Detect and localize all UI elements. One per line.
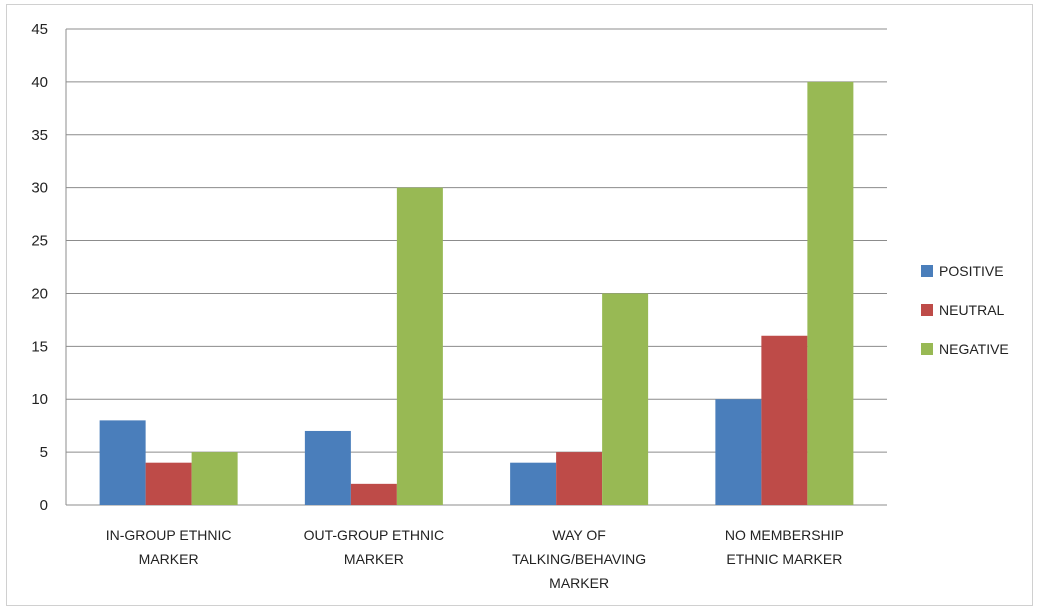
legend: POSITIVE NEUTRAL NEGATIVE [921, 263, 1009, 357]
x-category-label: ETHNIC MARKER [726, 551, 842, 567]
y-tick-label: 45 [31, 21, 48, 38]
x-category-label: OUT-GROUP ETHNIC [304, 527, 445, 543]
x-category-label: TALKING/BEHAVING [512, 551, 646, 567]
y-tick-label: 30 [31, 180, 48, 197]
gridlines [66, 28, 887, 453]
bar-chart: 0 5 10 15 20 25 30 35 40 45 IN-GROUP ETHNIC MARKER O… [31, 21, 1009, 591]
y-tick-label: 40 [31, 74, 48, 91]
bar-neutral [350, 483, 397, 505]
bar-positive [510, 462, 557, 505]
axis-labels: 0 5 10 15 20 25 30 35 40 45 IN-GROUP ETHNIC MARKER O… [31, 21, 844, 591]
y-tick-label: 35 [31, 127, 48, 144]
legend-swatch-negative [921, 343, 933, 355]
y-tick-label: 0 [40, 497, 48, 514]
y-tick-label: 15 [31, 338, 48, 355]
chart-frame: 0 5 10 15 20 25 30 35 40 45 IN-GROUP ETHNIC MARKER O… [6, 4, 1033, 606]
bar-neutral [761, 335, 808, 505]
y-tick-label: 10 [31, 391, 48, 408]
bar-neutral [145, 462, 192, 505]
bar-positive [304, 430, 351, 505]
legend-swatch-positive [921, 265, 933, 277]
bar-negative [602, 293, 649, 505]
x-category-label: WAY OF [552, 527, 605, 543]
y-tick-label: 25 [31, 233, 48, 250]
bar-negative [807, 81, 854, 505]
bar-negative [396, 187, 443, 505]
bar-positive [715, 399, 762, 505]
x-category-label: MARKER [549, 575, 609, 591]
y-tick-label: 20 [31, 285, 48, 302]
bars [99, 81, 854, 505]
legend-label: NEGATIVE [939, 341, 1009, 357]
bar-neutral [556, 452, 603, 505]
x-category-label: NO MEMBERSHIP [725, 527, 844, 543]
y-tick-label: 5 [40, 444, 48, 461]
x-category-label: IN-GROUP ETHNIC [106, 527, 232, 543]
legend-label: NEUTRAL [939, 302, 1005, 318]
legend-swatch-neutral [921, 304, 933, 316]
x-category-label: MARKER [344, 551, 404, 567]
bar-negative [191, 452, 238, 505]
bar-positive [99, 420, 146, 505]
legend-label: POSITIVE [939, 263, 1004, 279]
x-category-label: MARKER [139, 551, 199, 567]
